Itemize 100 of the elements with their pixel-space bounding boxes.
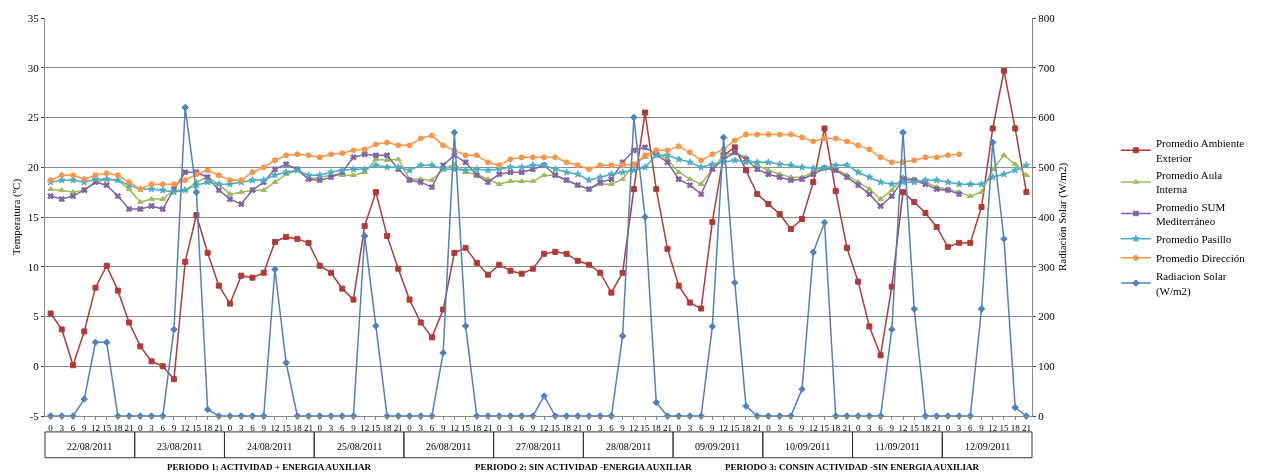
text: 09/09/2011 <box>695 441 741 452</box>
x-tick-label: 3 <box>59 422 65 433</box>
x-tick-label: 12 <box>719 422 729 433</box>
x-tick-label: 3 <box>508 422 514 433</box>
x-tick-label: 0 <box>945 422 951 433</box>
x-tick-label: 9 <box>82 422 88 433</box>
x-tick-label: 12 <box>90 422 100 433</box>
x-tick-label: 18 <box>831 422 841 433</box>
x-tick-label: 12 <box>270 422 280 433</box>
x-tick-label: 3 <box>777 422 783 433</box>
x-tick-label: 3 <box>867 422 873 433</box>
x-tick-label: 12 <box>539 422 549 433</box>
y2-tick-label: 500 <box>1038 161 1056 174</box>
text: 28/08/2011 <box>606 441 652 452</box>
x-tick-label: 3 <box>239 422 245 433</box>
x-tick-label: 9 <box>171 422 177 433</box>
x-tick-label: 0 <box>407 422 413 433</box>
y-tick-label: 30 <box>27 61 40 74</box>
x-tick-label: 6 <box>160 422 166 433</box>
x-tick-label: 15 <box>281 422 292 433</box>
x-tick-label: 3 <box>687 422 693 433</box>
x-tick-label: 18 <box>562 422 572 433</box>
y2-tick-label: 100 <box>1038 360 1056 373</box>
x-tick-label: 6 <box>519 422 525 433</box>
text: 24/08/2011 <box>247 441 293 452</box>
y2-tick-label: 700 <box>1038 61 1056 74</box>
x-tick-label: 15 <box>730 422 740 433</box>
x-tick-label: 6 <box>250 422 256 433</box>
x-tick-label: 21 <box>214 422 224 433</box>
legend-label: Promedio SUM Mediterráneo <box>1155 200 1226 227</box>
y-tick-label: 20 <box>27 161 40 174</box>
x-tick-label: 18 <box>113 422 123 433</box>
text: PERIODO 1: ACTIVIDAD + ENERGIA AUXILIAR <box>167 462 372 472</box>
x-tick-label: 21 <box>752 422 762 433</box>
x-tick-label: 9 <box>440 422 446 433</box>
x-tick-label: 3 <box>597 422 603 433</box>
x-tick-label: 0 <box>586 422 592 433</box>
x-tick-label: 15 <box>640 422 651 433</box>
x-tick-label: 6 <box>968 422 974 433</box>
x-tick-label: 9 <box>889 422 895 433</box>
x-tick-label: 15 <box>191 422 202 433</box>
text: PERIODO 3: CONSIN ACTIVIDAD -SIN ENERGIA AUXILIAR <box>725 462 980 472</box>
y-tick-label: 35 <box>27 11 40 24</box>
x-tick-label: 21 <box>932 422 942 433</box>
x-tick-label: 6 <box>698 422 704 433</box>
x-tick-label: 9 <box>351 422 357 433</box>
x-tick-label: 18 <box>1010 422 1021 433</box>
x-tick-label: 21 <box>573 422 583 433</box>
x-tick-label: 0 <box>676 422 682 433</box>
x-tick-label: 12 <box>988 422 998 433</box>
x-tick-label: 0 <box>227 422 233 433</box>
x-tick-label: 9 <box>530 422 536 433</box>
x-tick-label: 12 <box>629 422 639 433</box>
x-tick-label: 0 <box>766 422 772 433</box>
x-tick-label: 12 <box>449 422 459 433</box>
x-tick-label: 21 <box>393 422 403 433</box>
x-tick-label: 18 <box>382 422 393 433</box>
x-tick-label: 0 <box>48 422 54 433</box>
text: 22/08/2011 <box>67 441 113 452</box>
x-tick-label: 21 <box>304 422 314 433</box>
x-tick-label: 21 <box>124 422 134 433</box>
x-tick-label: 12 <box>360 422 370 433</box>
y2-tick-label: 400 <box>1038 210 1056 223</box>
x-tick-label: 6 <box>788 422 794 433</box>
x-tick-label: 18 <box>920 422 931 433</box>
x-tick-label: 6 <box>429 422 435 433</box>
y-tick-label: 0 <box>33 360 40 373</box>
x-tick-label: 15 <box>909 422 920 433</box>
x-tick-label: 3 <box>418 422 424 433</box>
y2-axis-title: Radiación Solar (W/m2) <box>1056 162 1070 272</box>
y2-tick-label: 0 <box>1038 409 1045 422</box>
x-tick-label: 12 <box>898 422 908 433</box>
y2-tick-label: 600 <box>1038 111 1056 124</box>
text: 10/09/2011 <box>785 441 831 452</box>
x-tick-label: 0 <box>138 422 144 433</box>
x-tick-label: 3 <box>149 422 155 433</box>
legend-label: Promedio Ambiente Exterior <box>1155 137 1245 164</box>
x-tick-label: 15 <box>550 422 561 433</box>
x-tick-label: 0 <box>855 422 861 433</box>
x-tick-label: 6 <box>70 422 76 433</box>
x-tick-label: 6 <box>878 422 884 433</box>
x-tick-label: 18 <box>472 422 482 433</box>
legend-label: Promedio Aula Interna <box>1155 169 1223 196</box>
text: PERIODO 2: SIN ACTIVIDAD -ENERGIA AUXILIAR <box>475 462 693 472</box>
y-tick-label: 5 <box>33 310 40 323</box>
text: 23/08/2011 <box>157 441 203 452</box>
x-tick-label: 18 <box>651 422 662 433</box>
x-tick-label: 9 <box>799 422 805 433</box>
text: 25/08/2011 <box>337 441 383 452</box>
x-tick-label: 18 <box>203 422 213 433</box>
x-tick-label: 9 <box>261 422 267 433</box>
legend-label: Promedio Dirección <box>1155 252 1246 265</box>
x-tick-label: 6 <box>609 422 615 433</box>
x-tick-label: 21 <box>842 422 852 433</box>
y-tick-label: 25 <box>27 111 40 124</box>
text: 26/08/2011 <box>426 441 472 452</box>
y-tick-label: -5 <box>29 409 40 422</box>
y2-tick-label: 200 <box>1038 310 1056 323</box>
text: 27/08/2011 <box>516 441 562 452</box>
text: 11/09/2011 <box>875 441 920 452</box>
